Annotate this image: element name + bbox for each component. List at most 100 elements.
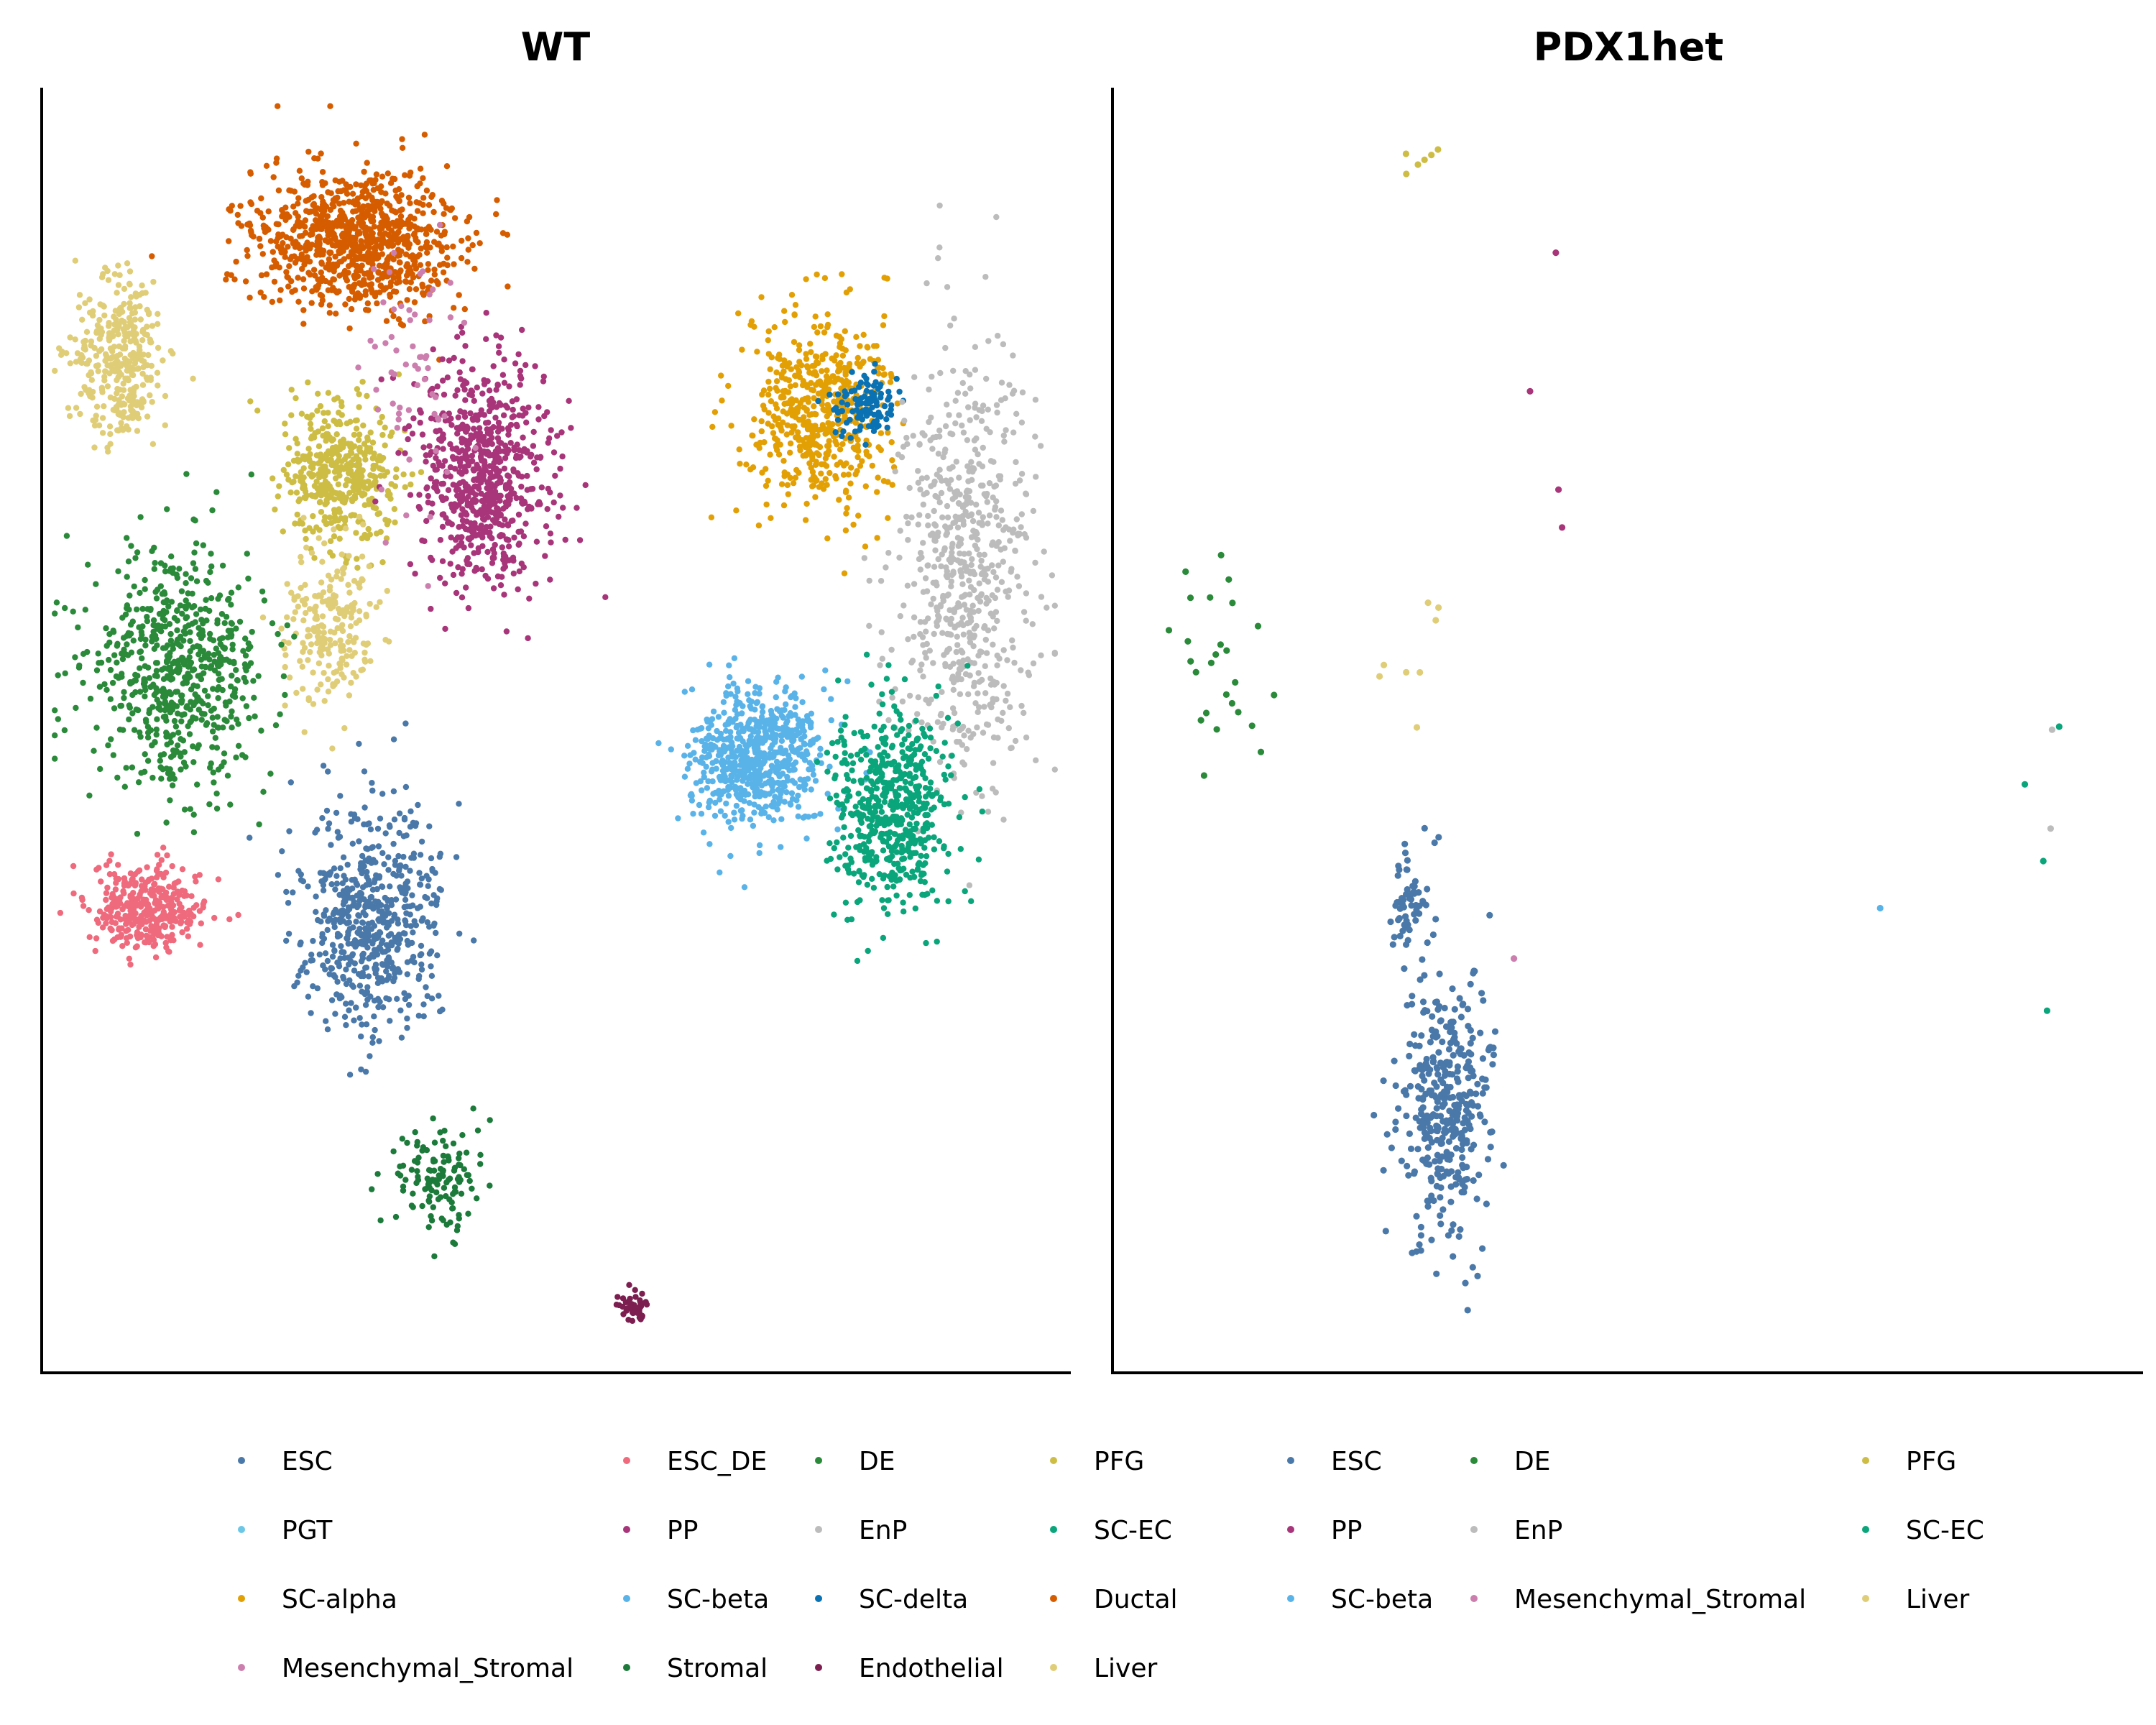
point-esc (407, 808, 414, 815)
point-liver (190, 375, 196, 382)
point-stromal (433, 1189, 440, 1196)
point-pfg (314, 485, 321, 492)
point-de (111, 652, 118, 658)
point-ductal (265, 208, 272, 215)
point-ductal (319, 169, 326, 175)
point-endothelial (634, 1310, 641, 1317)
point-ductal (247, 169, 254, 175)
point-liver (318, 652, 325, 659)
point-pfg (302, 488, 309, 495)
point-pp (454, 431, 461, 437)
point-pp (402, 450, 408, 456)
point-pp (500, 505, 507, 512)
point-ductal (349, 190, 356, 197)
point-ductal (300, 276, 307, 282)
point-de (123, 765, 129, 771)
point-ductal (396, 259, 403, 265)
point-ductal (326, 280, 333, 286)
point-pp (481, 448, 487, 455)
point-ductal (407, 267, 414, 274)
point-ductal (416, 200, 423, 206)
point-sc-alpha (816, 484, 823, 490)
point-sc-delta (896, 388, 903, 395)
point-ductal (364, 300, 371, 307)
point-esc-de (117, 894, 124, 901)
point-ductal (366, 244, 372, 251)
point-sc-alpha (880, 478, 888, 484)
point-liver (302, 581, 308, 588)
point-liver (126, 305, 133, 311)
point-pfg (326, 514, 333, 521)
point-liver (132, 316, 138, 323)
point-liver (332, 615, 339, 622)
point-de (248, 472, 254, 478)
point-liver (101, 312, 108, 319)
point-de (180, 661, 187, 667)
point-de (170, 702, 177, 708)
point-sc-alpha (850, 521, 857, 528)
point-pp (507, 495, 513, 502)
point-stromal (424, 1175, 430, 1182)
point-liver (343, 661, 350, 668)
point-pp (458, 540, 465, 546)
point-sc-alpha (877, 430, 885, 436)
point-esc-de (160, 874, 167, 880)
point-de (227, 801, 234, 808)
point-ductal (261, 294, 267, 300)
point-esc (374, 886, 380, 893)
point-liver (321, 630, 327, 636)
point-esc (390, 736, 397, 742)
point-liver (340, 570, 346, 577)
point-pfg (308, 435, 315, 442)
point-ductal (305, 196, 312, 203)
point-esc (321, 870, 327, 877)
point-ductal (229, 203, 235, 209)
point-ductal (381, 216, 387, 223)
point-de (181, 806, 188, 813)
point-de (201, 711, 208, 717)
point-pfg (336, 509, 344, 515)
point-sc-alpha (783, 431, 791, 438)
point-de (154, 586, 161, 593)
point-esc-de (99, 924, 106, 931)
point-liver (304, 633, 311, 640)
point-pp (487, 502, 493, 509)
point-de (119, 650, 125, 657)
point-pfg (272, 506, 278, 512)
point-sc-alpha (837, 364, 843, 370)
point-de (178, 766, 184, 773)
point-liver (329, 604, 336, 610)
point-de (211, 779, 217, 786)
point-pp (497, 497, 503, 504)
point-de (201, 670, 207, 676)
point-liver (104, 383, 111, 390)
point-liver (129, 310, 136, 317)
point-ductal (372, 293, 379, 300)
point-esc (438, 887, 444, 893)
point-ductal (407, 279, 414, 285)
point-ductal (336, 178, 343, 185)
point-sc-alpha (795, 406, 801, 413)
point-ductal (354, 255, 361, 262)
point-ductal (353, 262, 359, 270)
point-de (167, 630, 174, 638)
point-sc-alpha (813, 372, 820, 379)
point-ductal (465, 235, 471, 242)
point-pp (517, 382, 523, 388)
point-liver (91, 444, 98, 451)
point-esc (329, 953, 336, 960)
point-esc (361, 941, 367, 948)
point-liver (138, 404, 145, 410)
point-sc-alpha (814, 432, 821, 439)
point-pfg (364, 392, 370, 400)
point-de (106, 656, 112, 663)
point-esc (348, 1000, 354, 1006)
point-esc (365, 973, 372, 980)
point-ductal (411, 262, 418, 268)
point-endothelial (629, 1317, 636, 1325)
point-esc (336, 960, 342, 967)
point-ductal (399, 144, 406, 151)
point-de (190, 743, 196, 750)
point-de (73, 704, 79, 712)
point-pp (432, 466, 438, 473)
